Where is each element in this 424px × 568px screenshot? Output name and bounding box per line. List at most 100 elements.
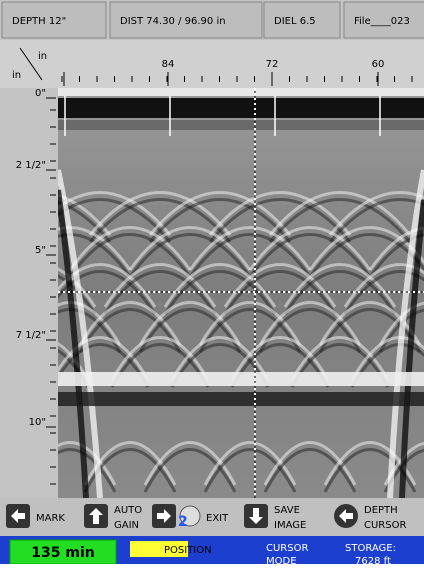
hyperbola xyxy=(383,441,424,486)
button-arrow xyxy=(249,508,263,524)
hyperbola-dark xyxy=(163,270,277,315)
ruler-corner xyxy=(19,47,43,81)
hyperbola xyxy=(58,336,150,381)
button[interactable]: SAVE IMAGE xyxy=(244,504,306,531)
buttons: MARK AUTO GAIN 2 EXIT SAVE IMAGE DEPTH CURSOR xyxy=(6,504,406,531)
storage-1: STORAGE: xyxy=(345,543,396,554)
hyperbola xyxy=(343,263,424,308)
hyperbola xyxy=(143,441,237,486)
hyperbola-dark xyxy=(248,233,372,278)
button-label: AUTO xyxy=(114,505,142,516)
edge-right-dark xyxy=(399,199,424,498)
button[interactable]: AUTO GAIN xyxy=(84,504,142,531)
hyperbola xyxy=(138,301,242,346)
band xyxy=(58,120,424,130)
hyperbola xyxy=(198,301,302,346)
hyperbola-dark xyxy=(58,200,112,243)
header-field: DEPTH 12" xyxy=(12,16,66,27)
badge-icon xyxy=(179,505,201,527)
button-label: GAIN xyxy=(114,520,139,531)
hyperbola xyxy=(248,226,372,271)
hyperbola xyxy=(263,441,357,486)
position: POSITION xyxy=(164,545,212,556)
hyperbola-dark xyxy=(378,308,424,353)
hyperbola-dark xyxy=(143,448,237,493)
reflector-dark xyxy=(58,392,424,406)
hyperbola xyxy=(170,336,270,381)
hyperbolas xyxy=(58,96,424,498)
hyperbola-dark xyxy=(318,308,422,353)
header-cell xyxy=(1,1,107,39)
hyperbola xyxy=(103,263,217,308)
button[interactable]: DEPTH CURSOR xyxy=(334,504,406,531)
hyperbola xyxy=(223,263,337,308)
y-label: 0" xyxy=(35,88,46,99)
unit-x: in xyxy=(38,51,47,62)
hyperbola-dark xyxy=(343,270,424,315)
hyperbola-dark xyxy=(188,233,312,278)
cursor-mode-2: MODE xyxy=(266,556,297,564)
hyperbola-dark xyxy=(223,270,337,315)
hyperbola-dark xyxy=(58,270,157,315)
hyperbola xyxy=(230,336,330,381)
y-label: 7 1/2" xyxy=(16,330,46,341)
hyperbola-dark xyxy=(88,198,232,243)
hyperbola xyxy=(58,193,112,236)
hyperbola-dark xyxy=(170,343,270,388)
header-field: File____023 xyxy=(354,16,410,27)
header-cell xyxy=(343,1,424,39)
ruler: 84 72 60 0" 2 1/2" 5" 7 1/2" 10" xyxy=(16,59,413,485)
hyperbola xyxy=(368,226,424,271)
hyperbola-dark xyxy=(328,198,424,243)
hyperbola-dark xyxy=(58,448,117,493)
storage-2: 7628 ft xyxy=(355,556,391,564)
header-cell xyxy=(109,1,263,39)
hyperbola xyxy=(58,263,157,308)
hyperbola-dark xyxy=(263,448,357,493)
hyperbola xyxy=(188,226,312,271)
time-box xyxy=(9,539,117,565)
position-bar xyxy=(130,541,188,557)
unit-y: in xyxy=(12,70,21,81)
hyperbola xyxy=(58,191,172,236)
hyperbola-dark xyxy=(208,198,352,243)
y-label: 10" xyxy=(29,417,46,428)
button-label: CURSOR xyxy=(364,520,406,531)
hyperbola-dark xyxy=(268,198,412,243)
time: 135 min xyxy=(31,545,94,561)
button[interactable]: 2 EXIT xyxy=(152,504,229,530)
button[interactable]: MARK xyxy=(6,504,65,528)
header: DEPTH 12" DIST 74.30 / 96.90 in DIEL 6.5 Fi… xyxy=(1,1,424,39)
hyperbola xyxy=(318,301,422,346)
hyperbola-dark xyxy=(290,343,390,388)
hyperbola xyxy=(58,441,117,486)
hyperbola xyxy=(163,263,277,308)
badge: 2 xyxy=(178,514,188,530)
hyperbola xyxy=(283,263,397,308)
hyperbola xyxy=(68,226,192,271)
hyperbola-dark xyxy=(128,233,252,278)
x-label: 84 xyxy=(162,59,175,70)
x-label: 72 xyxy=(266,59,279,70)
hyperbola-dark xyxy=(283,270,397,315)
hyperbola xyxy=(208,191,352,236)
hyperbola xyxy=(268,191,412,236)
hyperbola-dark xyxy=(110,343,210,388)
button-label: EXIT xyxy=(206,513,229,524)
hyperbola xyxy=(290,336,390,381)
hyperbola xyxy=(378,301,424,346)
hyperbola-dark xyxy=(68,233,192,278)
button-label: DEPTH xyxy=(364,505,398,516)
y-label: 2 1/2" xyxy=(16,160,46,171)
hyperbola xyxy=(328,191,424,236)
button-arrow xyxy=(339,509,353,523)
header-field: DIEL 6.5 xyxy=(274,16,316,27)
hyperbola xyxy=(110,336,210,381)
radargram xyxy=(58,88,424,498)
hyperbola-dark xyxy=(148,198,292,243)
hyperbola-dark xyxy=(383,448,424,493)
hyperbola xyxy=(88,191,232,236)
button-arrow xyxy=(157,509,171,523)
hyperbola xyxy=(258,301,362,346)
